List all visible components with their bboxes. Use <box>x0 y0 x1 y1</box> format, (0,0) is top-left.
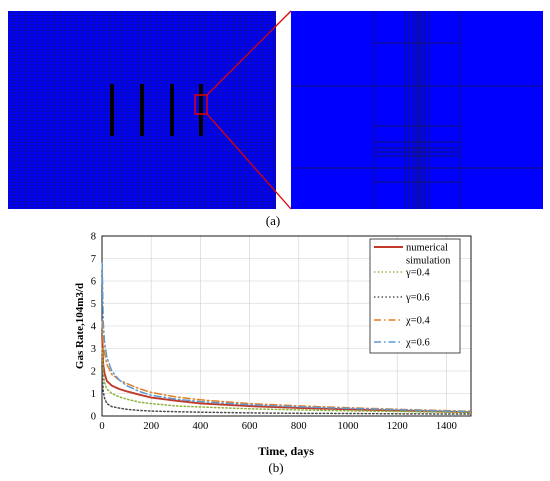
legend-label: γ=0.4 <box>405 268 430 279</box>
series-line-1 <box>101 336 472 414</box>
zoom-view <box>291 11 543 209</box>
x-tick-label: 1400 <box>436 421 457 432</box>
y-tick-label: 4 <box>91 322 97 333</box>
x-tick-label: 400 <box>193 421 209 432</box>
series-line-4 <box>101 320 472 413</box>
ticks: 0 200 400 600 800 1000 1200 1400 0 1 2 3 4 5 6 7 8 <box>91 232 457 433</box>
fracture <box>140 84 144 136</box>
x-tick-label: 600 <box>242 421 258 432</box>
zoom-line-top <box>206 10 292 96</box>
panel-a: (a) <box>8 10 543 228</box>
y-tick-label: 6 <box>91 277 96 288</box>
y-tick-label: 2 <box>91 367 96 378</box>
y-tick-label: 5 <box>91 299 96 310</box>
series-line-5 <box>101 262 472 413</box>
zoom-box <box>194 94 208 115</box>
legend-label: numerical simulation <box>406 243 451 267</box>
zoom-line-bottom <box>206 113 292 210</box>
series-line-3 <box>101 370 472 415</box>
y-tick-label: 1 <box>91 389 96 400</box>
x-tick-label: 1200 <box>387 421 408 432</box>
x-tick-label: 200 <box>143 421 159 432</box>
panel-b-label: (b) <box>268 460 283 475</box>
y-tick-label: 7 <box>91 254 96 265</box>
y-tick-label: 0 <box>91 412 96 423</box>
y-tick-label: 3 <box>91 344 96 355</box>
legend-label: χ=0.4 <box>405 316 430 327</box>
fracture <box>170 84 174 136</box>
legend-box <box>369 238 461 354</box>
panel-a-label: (a) <box>266 213 280 228</box>
fractures <box>110 84 203 136</box>
fracture <box>110 84 114 136</box>
chart-b: 0 200 400 600 800 1000 1200 1400 0 1 2 3 4 5 6 7 8 Time,… <box>74 232 472 475</box>
zoom-mesh <box>291 11 543 209</box>
fracture <box>199 84 203 136</box>
y-tick-label: 8 <box>91 232 96 243</box>
x-axis-label: Time, days <box>258 444 314 458</box>
legend-label: χ=0.6 <box>405 338 430 349</box>
series-line-2 <box>101 347 472 414</box>
x-tick-label: 800 <box>291 421 307 432</box>
x-tick-label: 1000 <box>338 421 359 432</box>
legend-label: γ=0.6 <box>405 293 430 304</box>
y-axis-label: Gas Rate,104m3/d <box>74 283 86 369</box>
series-layer <box>101 262 472 415</box>
x-tick-label: 0 <box>99 421 104 432</box>
